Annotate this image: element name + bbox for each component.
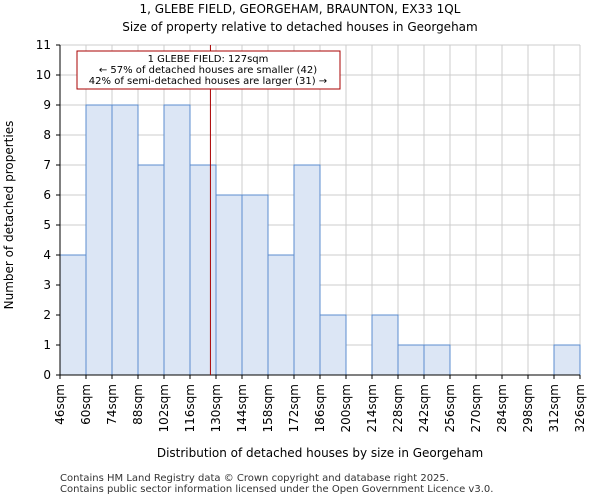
bar-228sqm [397,344,425,376]
y-tick-label-9: 9 [43,98,51,112]
x-tick-labels: 46sqm 60sqm 74sqm 88sqm 102sqm 116sqm 130sqm 14… [53,375,587,432]
y-tick-label-3: 3 [43,278,51,292]
footer-line-1: Contains HM Land Registry data © Crown c… [60,473,449,484]
x-tick-label-214sqm: 214sqm [365,384,379,432]
x-tick-label-60sqm: 60sqm [79,384,93,425]
bar-214sqm [371,314,399,376]
x-tick-label-200sqm: 200sqm [339,384,353,432]
y-tick-label-4: 4 [43,248,51,262]
x-tick-label-186sqm: 186sqm [313,384,327,432]
y-tick-label-2: 2 [43,308,51,322]
bar-74sqm [111,104,139,376]
x-tick-label-270sqm: 270sqm [469,384,483,432]
bar-130sqm [215,194,243,376]
bar-186sqm [319,314,347,376]
bar-144sqm [241,194,269,376]
y-tick-label-5: 5 [43,218,51,232]
x-tick-label-242sqm: 242sqm [417,384,431,432]
bar-158sqm [267,254,295,376]
y-axis-label: Number of detached properties [2,121,16,310]
x-tick-label-284sqm: 284sqm [495,384,509,432]
bar-172sqm [293,164,321,376]
annotation-box: 1 GLEBE FIELD: 127sqm ← 57% of detached … [76,50,341,90]
x-tick-label-228sqm: 228sqm [391,384,405,432]
x-tick-label-130sqm: 130sqm [209,384,223,432]
chart-subtitle: Size of property relative to detached ho… [122,20,477,34]
x-tick-label-298sqm: 298sqm [521,384,535,432]
x-tick-label-102sqm: 102sqm [157,384,171,432]
bar-312sqm [553,344,581,376]
y-tick-label-1: 1 [43,338,51,352]
bar-46sqm [59,254,87,376]
x-tick-label-116sqm: 116sqm [183,384,197,432]
bar-60sqm [85,104,113,376]
annotation-line-2: ← 57% of detached houses are smaller (42… [99,65,317,76]
y-tick-label-7: 7 [43,158,51,172]
x-tick-label-172sqm: 172sqm [287,384,301,432]
footer-line-2: Contains public sector information licen… [60,484,494,495]
bar-88sqm [137,164,165,376]
x-tick-label-158sqm: 158sqm [261,384,275,432]
bar-116sqm [189,164,217,376]
x-tick-label-74sqm: 74sqm [105,384,119,425]
x-tick-label-144sqm: 144sqm [235,384,249,432]
y-tick-label-10: 10 [36,68,51,82]
y-tick-label-0: 0 [43,368,51,382]
annotation-border [76,50,341,90]
y-tick-label-11: 11 [36,38,51,52]
annotation-line-1: 1 GLEBE FIELD: 127sqm [148,54,269,65]
x-tick-label-88sqm: 88sqm [131,384,145,425]
bar-242sqm [423,344,451,376]
y-tick-labels: 0 1 2 3 4 5 6 7 8 9 10 11 [36,38,60,382]
annotation-line-3: 42% of semi-detached houses are larger (… [89,76,327,87]
x-tick-label-46sqm: 46sqm [53,384,67,425]
x-tick-label-256sqm: 256sqm [443,384,457,432]
x-tick-label-326sqm: 326sqm [573,384,587,432]
bars [59,104,581,376]
x-axis-label: Distribution of detached houses by size … [157,446,483,460]
y-tick-label-8: 8 [43,128,51,142]
chart-title: 1, GLEBE FIELD, GEORGEHAM, BRAUNTON, EX3… [140,2,461,16]
y-tick-label-6: 6 [43,188,51,202]
bar-102sqm [163,104,191,376]
x-tick-label-312sqm: 312sqm [547,384,561,432]
